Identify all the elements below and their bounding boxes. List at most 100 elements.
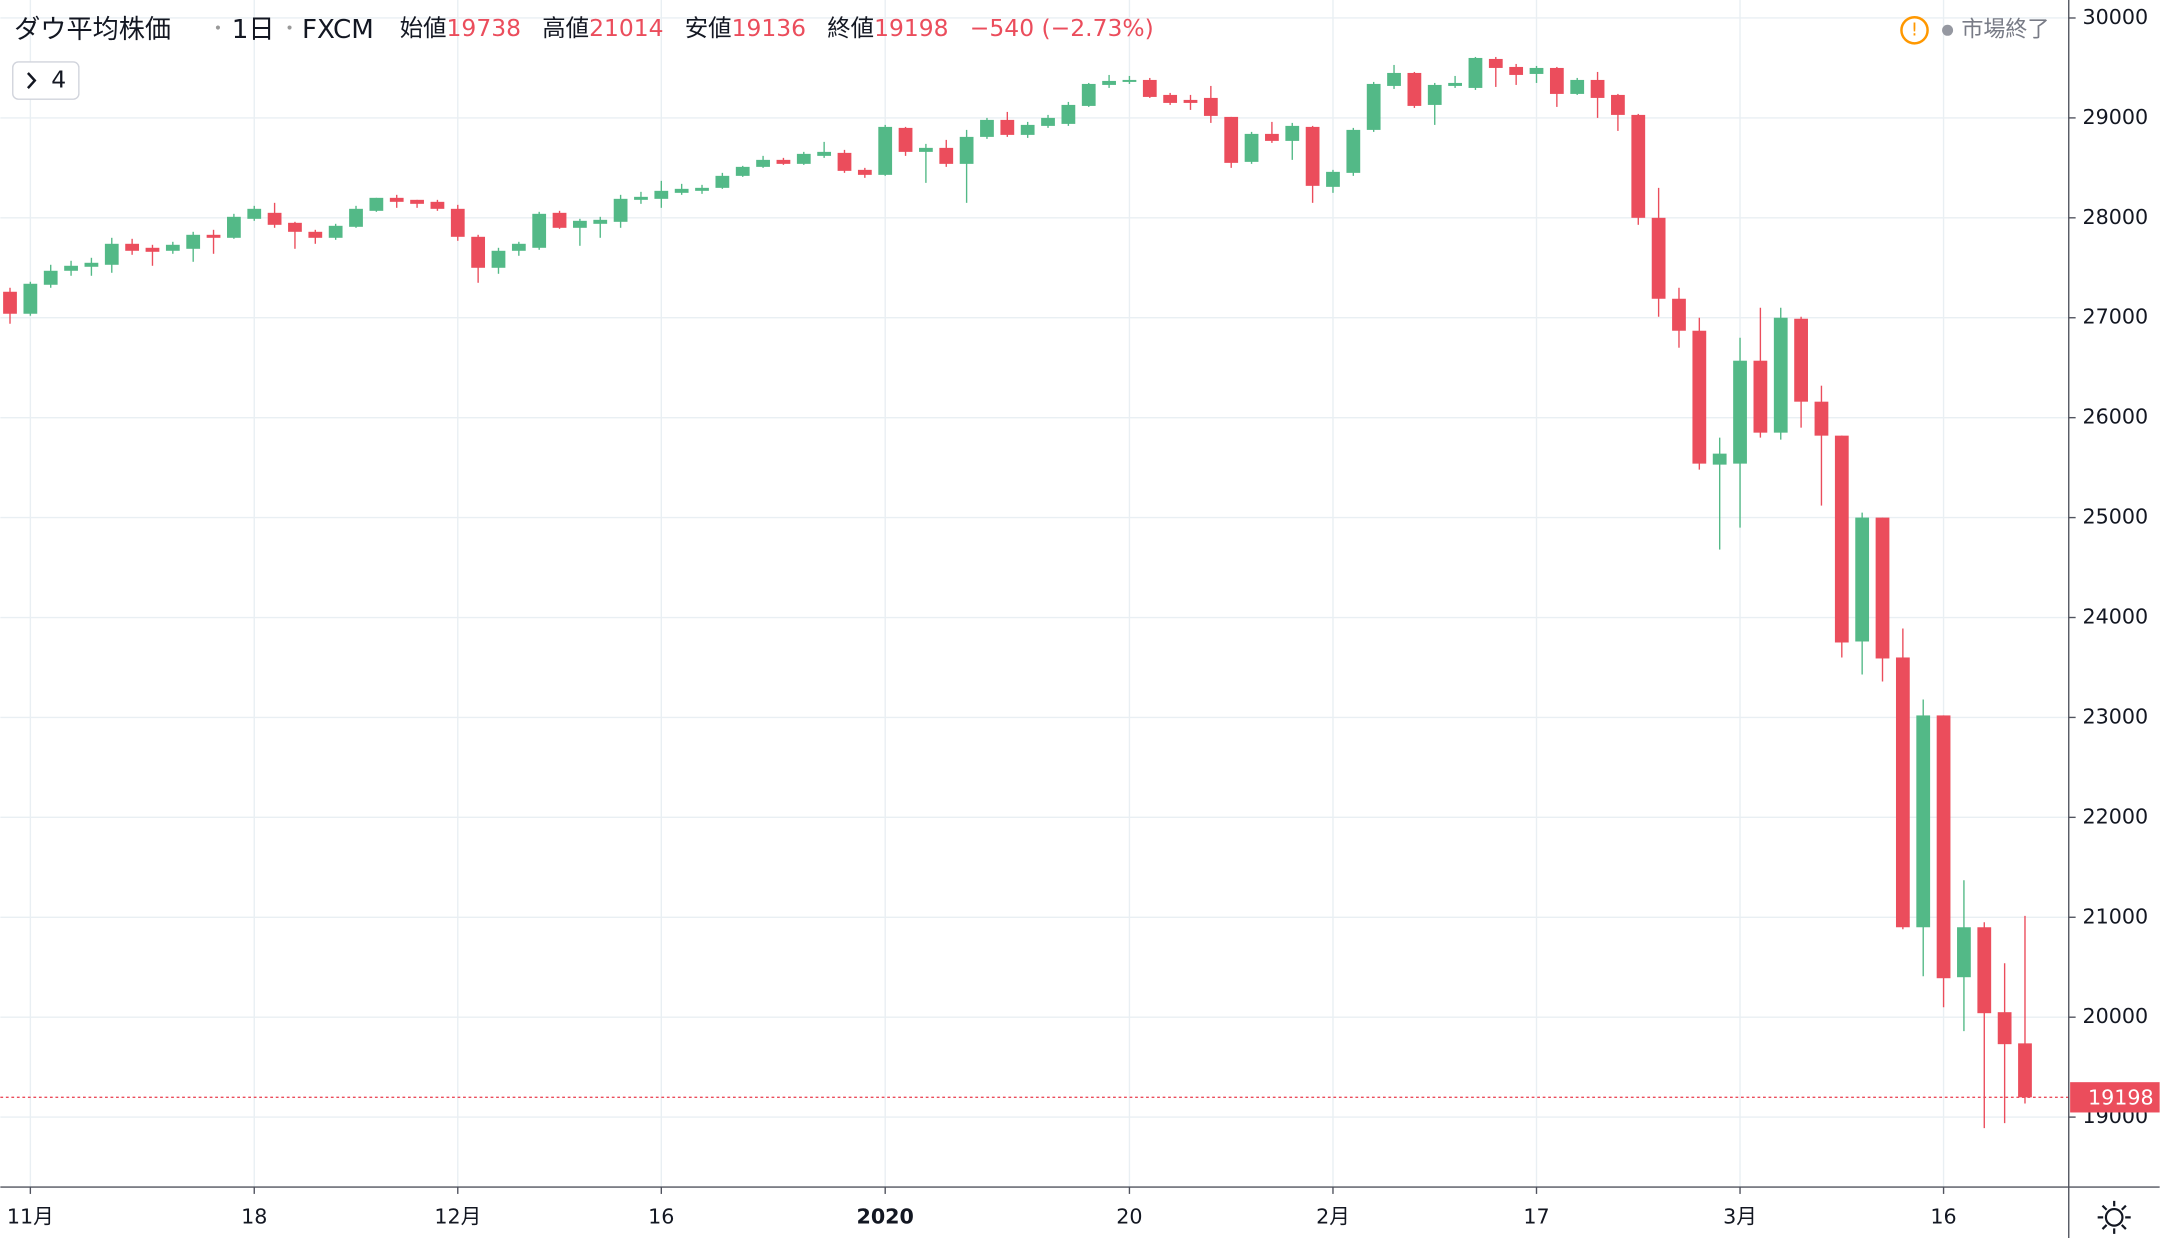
candle-body	[1326, 171, 1340, 187]
source: FXCM	[302, 15, 374, 45]
candle-body	[1549, 67, 1564, 94]
candle-body	[125, 243, 140, 251]
candle-body	[288, 222, 302, 232]
candle-body	[2018, 1043, 2032, 1098]
interval: 1日	[232, 15, 275, 45]
candle-body	[1122, 79, 1137, 82]
candle-body	[1041, 117, 1055, 126]
candle-body	[939, 147, 954, 164]
candle-body	[1997, 1012, 2012, 1045]
ohlc-legend: 始値19738 高値21014 安値19136 終値19198 −540 (−2…	[400, 13, 1154, 41]
y-tick-label: 23000	[2083, 704, 2149, 728]
candle-body	[165, 244, 180, 251]
candle-body	[674, 188, 689, 193]
warning-icon[interactable]	[1900, 15, 1929, 45]
candle-body	[1651, 217, 1666, 299]
close-label: 終値	[827, 13, 874, 41]
candle-body	[919, 147, 933, 152]
x-tick-label: 2月	[1316, 1204, 1350, 1228]
candle-body	[3, 291, 17, 314]
y-tick-label: 27000	[2083, 305, 2149, 329]
candle-body	[715, 175, 730, 188]
candle-body	[796, 153, 811, 164]
candle-body	[389, 197, 404, 202]
candle-body	[1712, 453, 1727, 465]
status-dot	[1942, 24, 1954, 36]
candle-body	[491, 250, 506, 268]
candle-body	[898, 127, 913, 152]
indicator-toggle[interactable]	[12, 61, 80, 100]
open-label: 始値	[400, 13, 447, 41]
candle-body	[43, 270, 58, 285]
candle-body	[1814, 401, 1829, 436]
candle-body	[1692, 330, 1707, 464]
candle-body	[1936, 715, 1951, 979]
candle-body	[1061, 104, 1076, 124]
candle-body	[64, 265, 78, 271]
candle-body	[735, 166, 750, 176]
candle-body	[532, 213, 547, 248]
header: ダウ平均株価 1日 FXCM 始値19738 高値21014 安値19136 終…	[12, 13, 2049, 100]
candle-body	[84, 262, 99, 267]
candle-body	[1366, 83, 1381, 130]
candle-body	[1773, 317, 1788, 433]
candle-body	[857, 169, 872, 175]
settings-icon[interactable]	[2097, 1200, 2131, 1234]
candle-body	[1183, 99, 1198, 103]
low-label: 安値	[685, 13, 732, 41]
x-tick-label: 17	[1523, 1204, 1549, 1228]
candle-body	[1529, 67, 1544, 74]
candle-body	[634, 196, 648, 200]
x-tick-label: 2020	[856, 1204, 913, 1228]
candle-body	[1855, 517, 1870, 642]
candle-body	[1407, 72, 1422, 106]
candle-body	[1672, 298, 1686, 331]
candle-body	[837, 152, 852, 171]
candle-body	[552, 212, 567, 228]
gear-teeth	[2097, 1200, 2131, 1234]
candle-body	[1448, 82, 1462, 86]
x-tick-label: 11月	[7, 1204, 54, 1228]
x-tick-label: 3月	[1723, 1204, 1757, 1228]
candle-body	[756, 159, 770, 167]
last-price-label: 19198	[2088, 1086, 2154, 1110]
last-price-badge	[2070, 1082, 2160, 1113]
candle-body	[613, 198, 628, 222]
candle-body	[695, 187, 709, 191]
candle-body	[980, 119, 994, 137]
candle-body	[1000, 119, 1015, 135]
y-tick-label: 22000	[2083, 804, 2149, 828]
candle-body	[1834, 435, 1849, 643]
candle-body	[511, 243, 526, 251]
gear-circle	[2104, 1207, 2124, 1227]
candle-body	[1265, 133, 1279, 141]
candle-body	[1224, 116, 1239, 163]
candle-body	[1081, 83, 1096, 106]
x-tick-label: 18	[241, 1204, 267, 1228]
candle-body	[1916, 715, 1931, 928]
candle-body	[1977, 927, 1992, 1014]
candle-body	[369, 197, 384, 211]
candle-body	[247, 208, 262, 219]
candle-body	[308, 231, 323, 238]
open-value: 19738	[447, 13, 521, 41]
candle-body	[186, 234, 201, 249]
candles	[0, 56, 2069, 1129]
low-value: 19136	[732, 13, 806, 41]
separator	[215, 25, 221, 30]
candle-body	[349, 208, 363, 227]
y-tick-label: 24000	[2083, 605, 2149, 629]
candle-body	[104, 243, 119, 265]
candle-body	[410, 199, 424, 204]
y-tick-label: 29000	[2083, 105, 2149, 129]
candle-body	[430, 201, 445, 209]
candle-body	[1163, 94, 1178, 103]
y-tick-label: 25000	[2083, 505, 2149, 529]
market-status: 市場終了	[1961, 17, 2049, 42]
high-label: 高値	[542, 13, 589, 41]
indicator-count: 4	[51, 66, 66, 94]
candle-body	[1590, 79, 1605, 98]
candle-body	[1794, 318, 1808, 402]
x-tick-label: 20	[1116, 1204, 1142, 1228]
